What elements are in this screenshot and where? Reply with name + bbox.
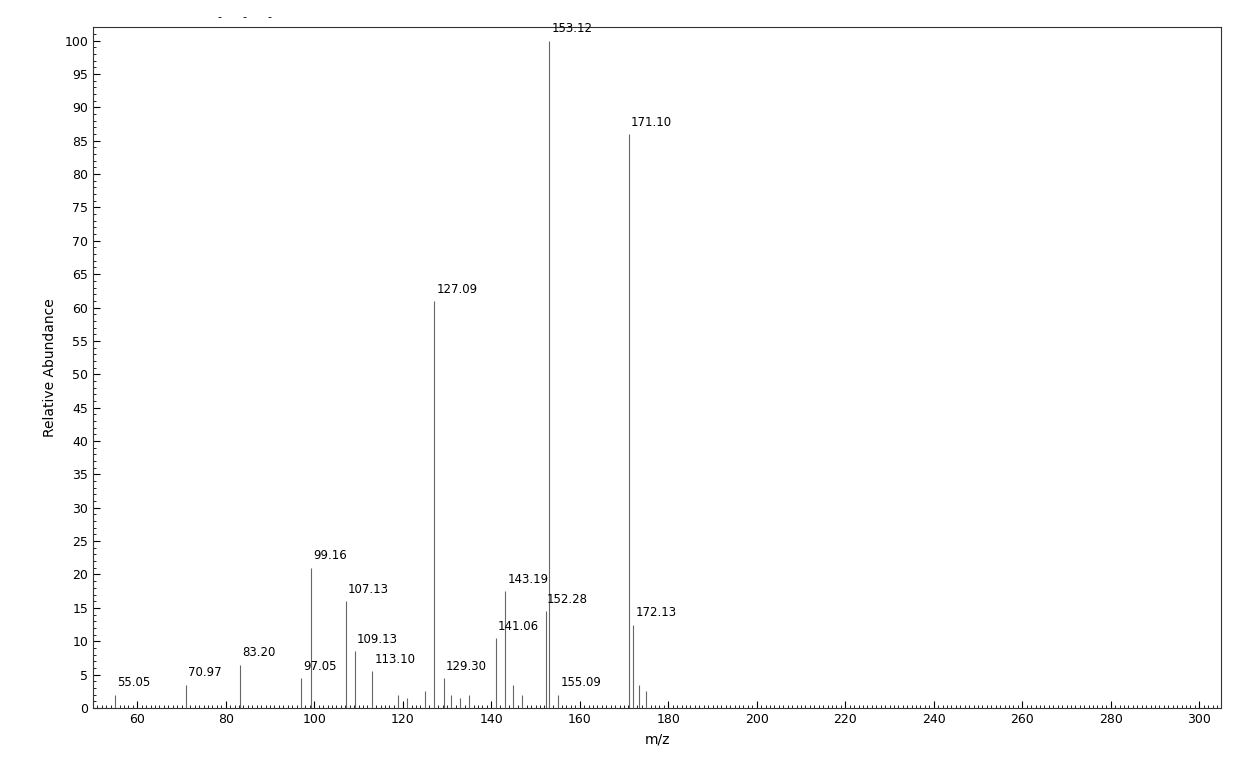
X-axis label: m/z: m/z bbox=[645, 733, 670, 747]
Text: 152.28: 152.28 bbox=[547, 593, 588, 606]
Text: 127.09: 127.09 bbox=[436, 282, 477, 296]
Y-axis label: Relative Abundance: Relative Abundance bbox=[43, 298, 57, 437]
Text: 155.09: 155.09 bbox=[560, 676, 601, 689]
Text: 97.05: 97.05 bbox=[304, 660, 337, 673]
Text: 129.30: 129.30 bbox=[446, 660, 487, 673]
Text: 141.06: 141.06 bbox=[498, 619, 539, 633]
Text: 172.13: 172.13 bbox=[636, 606, 677, 619]
Text: 171.10: 171.10 bbox=[631, 116, 672, 128]
Text: 143.19: 143.19 bbox=[507, 573, 549, 586]
Text: 83.20: 83.20 bbox=[242, 647, 275, 659]
Text: 55.05: 55.05 bbox=[118, 676, 151, 689]
Text: 99.16: 99.16 bbox=[312, 549, 346, 562]
Text: 113.10: 113.10 bbox=[374, 653, 415, 666]
Text: 70.97: 70.97 bbox=[188, 666, 222, 679]
Text: 107.13: 107.13 bbox=[348, 583, 389, 596]
Text: 109.13: 109.13 bbox=[357, 633, 398, 646]
Text: 153.12: 153.12 bbox=[552, 23, 593, 35]
Text: -      -      -: - - - bbox=[218, 12, 273, 22]
